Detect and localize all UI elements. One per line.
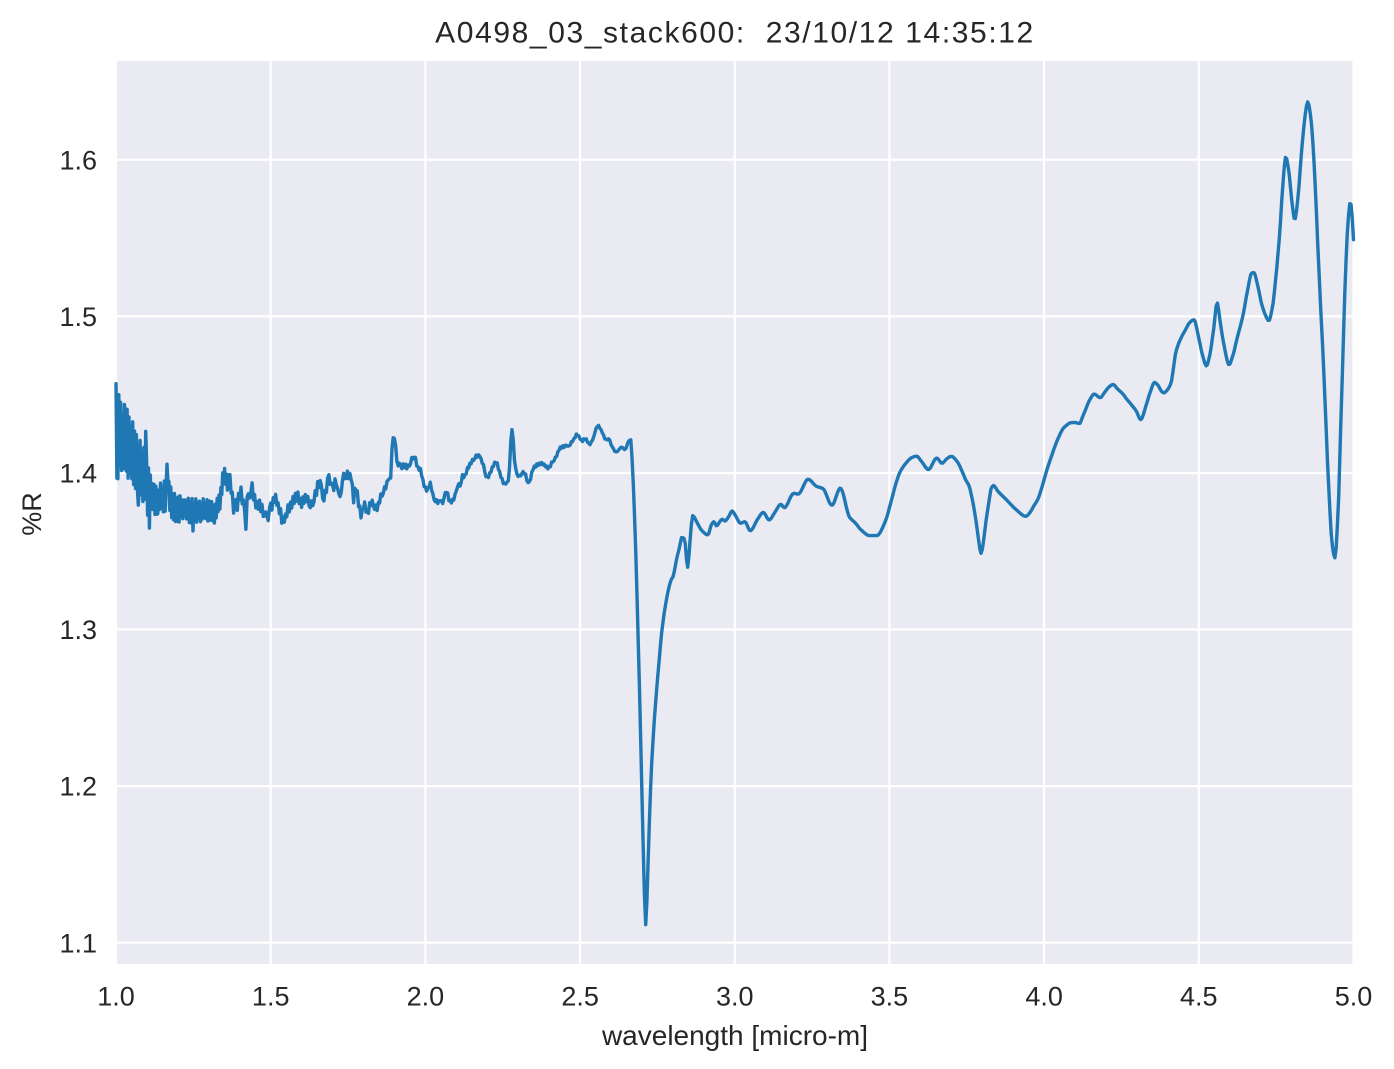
svg-text:3.0: 3.0: [716, 982, 754, 1012]
svg-text:1.2: 1.2: [59, 772, 97, 802]
svg-text:4.0: 4.0: [1025, 982, 1063, 1012]
svg-text:1.4: 1.4: [59, 459, 97, 489]
svg-text:2.0: 2.0: [407, 982, 445, 1012]
svg-text:1.5: 1.5: [252, 982, 290, 1012]
svg-text:A0498_03_stack600: 23/10/12 1: A0498_03_stack600: 23/10/12 14:35:12: [435, 17, 1035, 50]
svg-text:1.3: 1.3: [59, 615, 97, 645]
svg-text:wavelength [micro-m]: wavelength [micro-m]: [601, 1020, 868, 1051]
svg-text:2.5: 2.5: [561, 982, 599, 1012]
svg-text:3.5: 3.5: [871, 982, 909, 1012]
svg-text:1.0: 1.0: [97, 982, 135, 1012]
svg-text:5.0: 5.0: [1335, 982, 1373, 1012]
svg-text:%R: %R: [17, 492, 47, 536]
svg-text:1.1: 1.1: [59, 928, 97, 958]
svg-text:1.6: 1.6: [59, 145, 97, 175]
svg-text:4.5: 4.5: [1180, 982, 1218, 1012]
svg-text:1.5: 1.5: [59, 302, 97, 332]
